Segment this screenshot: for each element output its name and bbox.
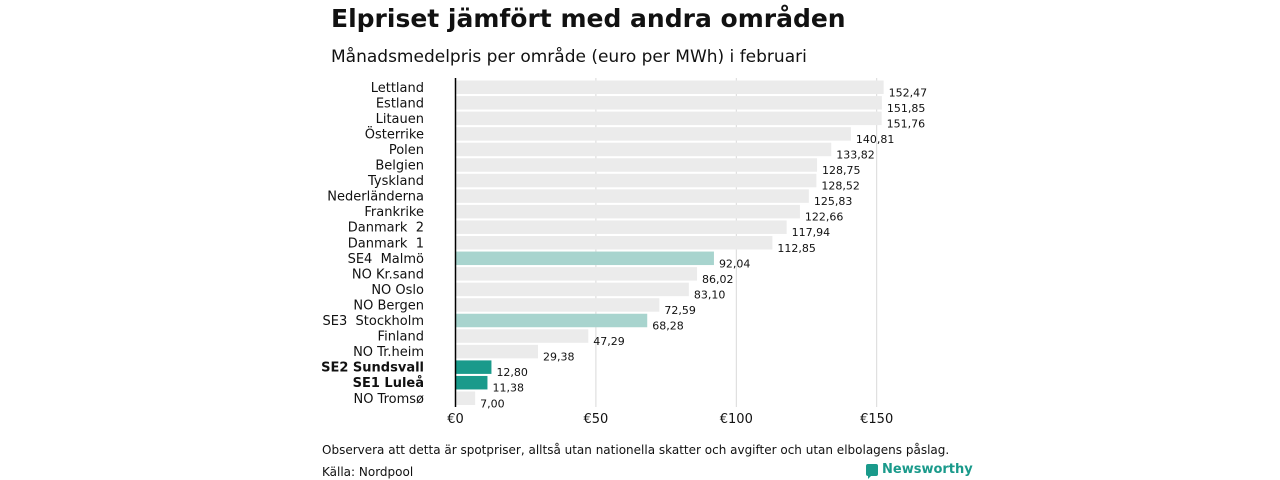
value-label: 117,94 xyxy=(792,226,831,239)
category-label: Lettland xyxy=(371,81,424,96)
category-label: NO Tromsø xyxy=(353,392,424,407)
value-label: 83,10 xyxy=(694,288,726,301)
bar[interactable] xyxy=(455,204,800,219)
value-label: 151,76 xyxy=(887,117,926,130)
bar[interactable] xyxy=(455,344,538,359)
bar[interactable] xyxy=(455,236,773,250)
value-label: 125,83 xyxy=(814,195,853,208)
category-label: Polen xyxy=(389,143,424,158)
value-label: 11,38 xyxy=(492,382,524,395)
category-label: Belgien xyxy=(375,159,424,174)
category-label: NO Bergen xyxy=(353,298,424,313)
bar[interactable] xyxy=(455,142,832,157)
category-label: NO Oslo xyxy=(371,283,424,298)
bar[interactable] xyxy=(455,313,648,328)
category-label: Danmark 1 xyxy=(348,236,424,251)
bar[interactable] xyxy=(455,267,698,281)
brand-name: Newsworthy xyxy=(882,462,973,477)
bar[interactable] xyxy=(455,173,817,188)
value-label: 152,47 xyxy=(889,86,928,99)
category-label: SE2 Sundsvall xyxy=(321,361,424,376)
category-label: Frankrike xyxy=(364,205,424,220)
value-label: 68,28 xyxy=(652,320,684,333)
category-label: SE3 Stockholm xyxy=(323,314,424,329)
x-tick-label: €100 xyxy=(720,412,753,427)
bar[interactable] xyxy=(455,282,689,297)
bar[interactable] xyxy=(455,111,882,126)
bar[interactable] xyxy=(455,298,660,312)
bar[interactable] xyxy=(455,96,882,110)
value-label: 92,04 xyxy=(719,257,751,270)
category-label: Finland xyxy=(378,330,424,345)
category-label: NO Tr.heim xyxy=(353,345,424,360)
value-label: 128,75 xyxy=(822,164,861,177)
footnote: Observera att detta är spotpriser, allts… xyxy=(322,443,950,457)
value-label: 133,82 xyxy=(836,148,875,161)
category-label: Danmark 2 xyxy=(348,221,424,236)
value-label: 112,85 xyxy=(777,242,816,255)
value-label: 140,81 xyxy=(856,133,895,146)
bar[interactable] xyxy=(455,189,809,203)
value-label: 47,29 xyxy=(593,335,625,348)
bar-chart: Lettland 152,47 Estland 151,85 Litauen 151,76… xyxy=(321,78,928,427)
newsworthy-icon xyxy=(866,463,878,479)
bar[interactable] xyxy=(455,375,488,390)
bar[interactable] xyxy=(455,329,589,343)
category-label: SE1 Luleå xyxy=(353,376,424,391)
x-tick-label: €150 xyxy=(860,412,893,427)
bar[interactable] xyxy=(455,158,818,172)
bar[interactable] xyxy=(455,80,884,95)
category-label: SE4 Malmö xyxy=(348,252,424,267)
x-tick-label: €50 xyxy=(583,412,608,427)
value-label: 151,85 xyxy=(887,102,926,115)
bar[interactable] xyxy=(455,391,476,406)
bar[interactable] xyxy=(455,127,851,141)
value-label: 7,00 xyxy=(480,397,505,410)
category-label: NO Kr.sand xyxy=(352,267,424,282)
value-label: 12,80 xyxy=(496,366,527,379)
value-label: 122,66 xyxy=(805,211,844,224)
category-label: Estland xyxy=(376,96,424,111)
bar[interactable] xyxy=(455,360,492,374)
category-label: Österrike xyxy=(365,125,424,142)
value-label: 29,38 xyxy=(543,351,575,364)
category-label: Litauen xyxy=(376,112,424,127)
bar[interactable] xyxy=(455,220,787,234)
bar[interactable] xyxy=(455,251,714,266)
chart-subtitle: Månadsmedelpris per område (euro per MWh… xyxy=(331,47,807,67)
value-label: 86,02 xyxy=(702,273,734,286)
brand-logo[interactable]: Newsworthy xyxy=(866,462,973,479)
chart-title: Elpriset jämfört med andra områden xyxy=(331,4,846,33)
x-tick-label: €0 xyxy=(447,412,464,427)
category-label: Tyskland xyxy=(367,174,424,189)
value-label: 72,59 xyxy=(664,304,696,317)
category-label: Nederländerna xyxy=(327,190,424,205)
source-label: Källa: Nordpool xyxy=(322,465,414,479)
value-label: 128,52 xyxy=(821,180,860,193)
